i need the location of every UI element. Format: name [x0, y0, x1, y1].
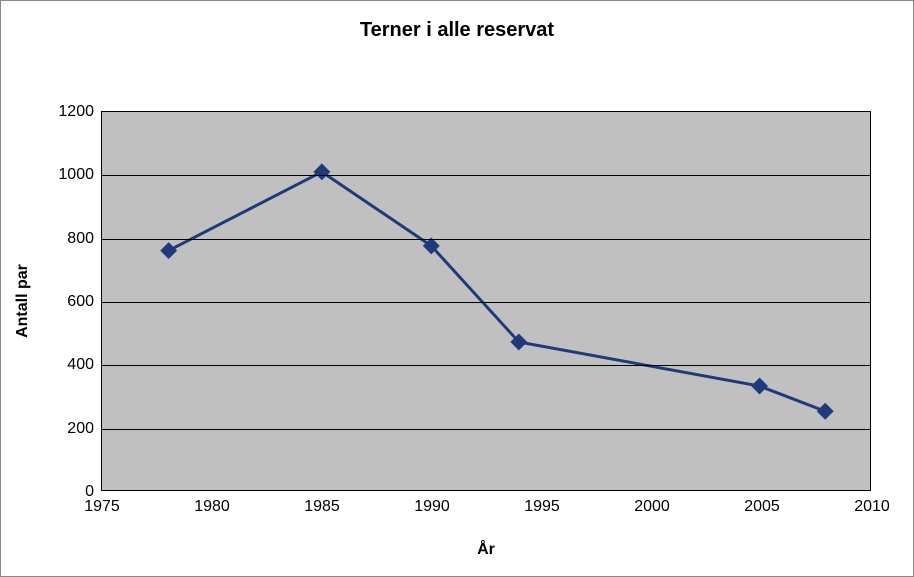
data-line	[169, 172, 826, 411]
data-marker	[751, 378, 768, 395]
y-tick-label: 800	[67, 230, 94, 248]
gridline-h	[102, 302, 870, 303]
gridline-h	[102, 175, 870, 176]
x-axis-label: År	[477, 541, 495, 559]
y-tick-label: 600	[67, 293, 94, 311]
data-marker	[313, 163, 330, 180]
x-tick-label: 2010	[854, 498, 890, 516]
chart-container: Terner i alle reservat Antall par 020040…	[0, 0, 914, 577]
y-axis-label: Antall par	[14, 264, 32, 338]
y-tick-label: 200	[67, 420, 94, 438]
gridline-h	[102, 239, 870, 240]
data-marker	[817, 403, 834, 420]
x-tick-label: 1985	[304, 498, 340, 516]
y-tick-label: 1000	[58, 166, 94, 184]
chart-title: Terner i alle reservat	[1, 19, 913, 42]
x-tick-label: 2005	[744, 498, 780, 516]
x-tick-label: 1980	[194, 498, 230, 516]
x-tick-label: 1975	[84, 498, 120, 516]
y-tick-label: 400	[67, 356, 94, 374]
x-tick-label: 2000	[634, 498, 670, 516]
gridline-h	[102, 429, 870, 430]
data-marker	[160, 242, 177, 259]
plot-area: 0200400600800100012001975198019851990199…	[101, 111, 871, 491]
chart-svg-layer	[102, 112, 870, 490]
gridline-h	[102, 365, 870, 366]
y-tick-label: 1200	[58, 103, 94, 121]
x-tick-label: 1995	[524, 498, 560, 516]
x-tick-label: 1990	[414, 498, 450, 516]
